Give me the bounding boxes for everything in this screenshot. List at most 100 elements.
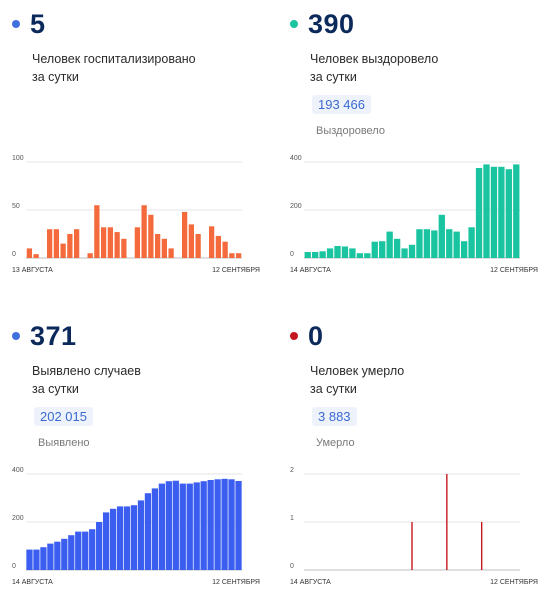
hospitalized-x-start-label: 13 АВГУСТА (12, 267, 53, 274)
cases-bar (193, 482, 200, 570)
cases-ytick-label: 200 (12, 515, 24, 522)
cases-bar (116, 506, 124, 570)
cases-ytick-label: 400 (12, 467, 24, 474)
recovered-panel: 390 Человек выздоровело за сутки 193 466… (284, 0, 544, 290)
hospitalized-bar (94, 205, 100, 258)
recovered-bar (334, 246, 341, 258)
recovered-bar (446, 229, 453, 258)
deaths-ytick-label: 2 (290, 467, 294, 474)
recovered-description: Человек выздоровело за сутки (310, 50, 540, 86)
hospitalized-desc-line2: за сутки (32, 70, 79, 84)
hospitalized-bar (161, 238, 168, 258)
recovered-bar (371, 241, 378, 258)
recovered-desc-line2: за сутки (310, 70, 357, 84)
cases-description: Выявлено случаев за сутки (32, 362, 262, 398)
recovered-bar (460, 241, 468, 258)
deaths-x-start-label: 14 АВГУСТА (290, 579, 331, 586)
hospitalized-value: 5 (30, 8, 46, 39)
recovered-ytick-label: 400 (290, 155, 302, 162)
hospitalized-bar (208, 226, 215, 258)
recovered-bar (393, 238, 401, 258)
deaths-x-end-label: 12 СЕНТЯБРЯ (490, 579, 538, 586)
recovered-bar (356, 253, 364, 258)
hospitalized-bar (26, 248, 33, 258)
hospitalized-bar (33, 254, 39, 258)
hospitalized-bar (222, 241, 228, 258)
recovered-bar (423, 229, 431, 258)
cases-bar (235, 480, 242, 570)
hospitalized-bar (154, 234, 161, 258)
recovered-bar (483, 164, 490, 258)
cases-bar (186, 483, 193, 570)
cases-value: 371 (30, 320, 77, 351)
deaths-ytick-label: 1 (290, 515, 294, 522)
hospitalized-chart: 0 50 100 13 АВГУСТА 12 СЕНТЯБРЯ (12, 155, 260, 274)
recovered-bar (341, 246, 349, 258)
recovered-bar (364, 253, 371, 258)
recovered-value: 390 (308, 8, 355, 39)
hospitalized-bar (215, 235, 222, 258)
hospitalized-bar (141, 205, 147, 258)
deaths-desc-line1: Человек умерло (310, 364, 405, 378)
deaths-value: 0 (308, 320, 324, 351)
hospitalized-bar (195, 234, 201, 258)
recovered-bar (505, 169, 512, 258)
deaths-dot-icon (290, 332, 298, 340)
cases-bar (68, 535, 75, 570)
cases-ytick-label: 0 (12, 563, 16, 570)
cases-bar (82, 531, 89, 570)
recovered-bar (386, 231, 393, 258)
cases-bar (200, 481, 207, 570)
hospitalized-header: 5 (12, 6, 46, 42)
recovered-bar (453, 231, 460, 258)
deaths-bar (446, 474, 448, 570)
hospitalized-bar (168, 248, 174, 258)
recovered-bar (468, 227, 475, 258)
cases-bar (33, 549, 40, 570)
cases-bar (89, 529, 96, 570)
cases-bar (207, 480, 214, 570)
cases-x-end-label: 12 СЕНТЯБРЯ (212, 579, 260, 586)
recovered-total: 193 466 (312, 95, 371, 114)
recovered-header: 390 (290, 6, 355, 42)
cases-bar (228, 479, 235, 570)
recovered-ytick-label: 0 (290, 251, 294, 258)
deaths-description: Человек умерло за сутки (310, 362, 540, 398)
deaths-total: 3 883 (312, 407, 357, 426)
hospitalized-bar (188, 224, 195, 258)
deaths-ytick-label: 0 (290, 563, 294, 570)
hospitalized-bar (73, 229, 80, 258)
cases-chart: 0 200 400 14 АВГУСТА 12 СЕНТЯБРЯ (12, 467, 260, 586)
cases-bar (96, 522, 103, 570)
cases-desc-line2: за сутки (32, 382, 79, 396)
hospitalized-bar (67, 234, 73, 258)
recovered-bar (475, 168, 483, 258)
hospitalized-bar (121, 238, 127, 258)
recovered-bar (431, 230, 438, 258)
hospitalized-bar (235, 253, 242, 258)
hospitalized-bar (148, 214, 154, 258)
recovered-bar (312, 252, 319, 258)
cases-bar (172, 480, 179, 570)
cases-bar (130, 505, 138, 570)
hospitalized-bar (100, 227, 107, 258)
hospitalized-bar (181, 211, 188, 258)
recovered-bar (498, 166, 505, 258)
deaths-bar (480, 522, 483, 570)
hospitalized-panel: 5 Человек госпитализировано за сутки 0 50… (6, 0, 266, 290)
cases-bar (26, 549, 33, 570)
hospitalized-dot-icon (12, 20, 20, 28)
cases-bar (54, 541, 61, 570)
recovered-bar (401, 248, 408, 258)
deaths-bar (411, 522, 413, 570)
recovered-bar (438, 214, 445, 258)
recovered-chart: 0 200 400 14 АВГУСТА 12 СЕНТЯБРЯ (290, 155, 538, 274)
cases-bar (221, 478, 228, 570)
cases-x-start-label: 14 АВГУСТА (12, 579, 53, 586)
hospitalized-ytick-label: 100 (12, 155, 24, 162)
cases-dot-icon (12, 332, 20, 340)
hospitalized-bar (53, 229, 60, 258)
hospitalized-x-end-label: 12 СЕНТЯБРЯ (212, 267, 260, 274)
cases-bar (158, 483, 166, 570)
cases-bar (102, 512, 110, 570)
